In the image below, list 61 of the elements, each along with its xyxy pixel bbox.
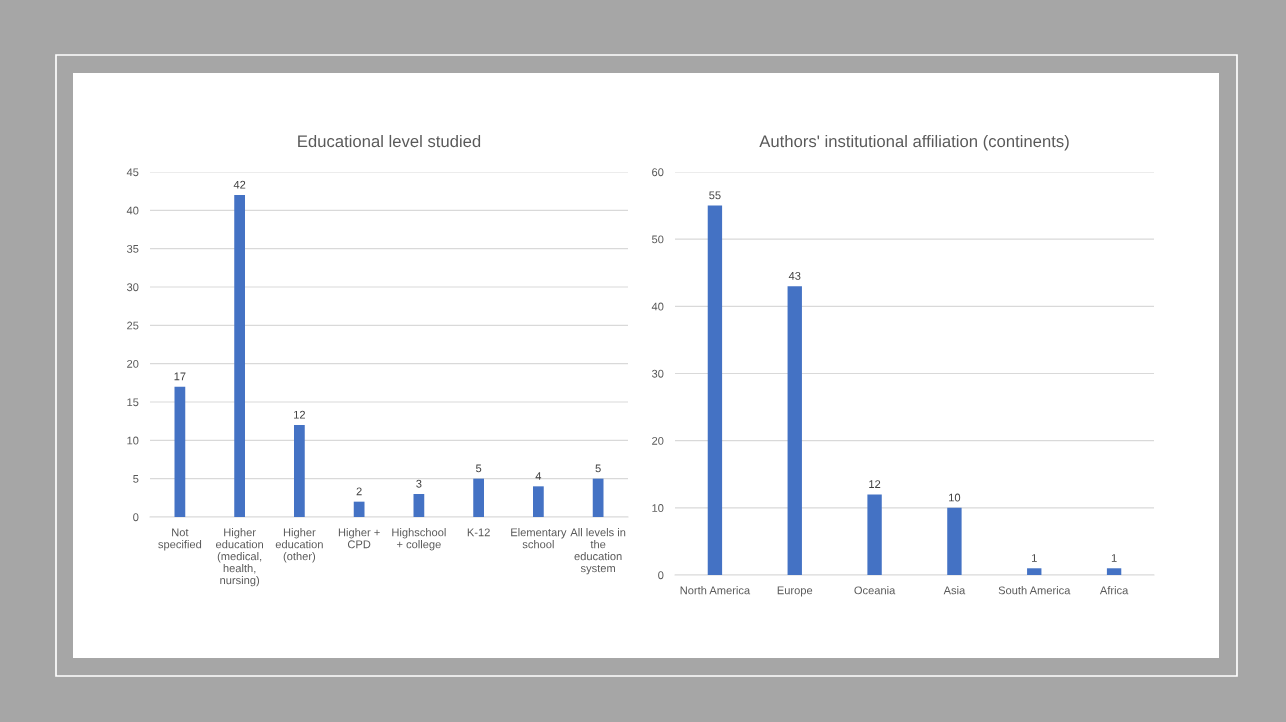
data-label: 17 bbox=[174, 372, 186, 381]
data-label: 55 bbox=[709, 191, 721, 200]
y-tick-label: 40 bbox=[126, 206, 139, 215]
y-tick-label: 25 bbox=[127, 321, 139, 330]
data-label: 1 bbox=[1032, 554, 1037, 562]
x-tick-label: All levels in the education system bbox=[570, 528, 626, 575]
x-tick-label: Higher education (other) bbox=[275, 528, 323, 563]
data-label: 42 bbox=[233, 180, 246, 189]
y-tick-label: 15 bbox=[127, 398, 139, 407]
bar bbox=[707, 205, 723, 575]
data-label: 5 bbox=[475, 464, 482, 473]
bar bbox=[1106, 568, 1122, 575]
bar bbox=[947, 507, 962, 575]
chart-title: Educational level studied bbox=[298, 134, 481, 148]
bar bbox=[867, 494, 882, 575]
x-tick-label: South America bbox=[998, 586, 1071, 595]
x-tick-label: Higher + CPD bbox=[338, 528, 380, 549]
bar bbox=[234, 195, 245, 517]
y-tick-label: 60 bbox=[652, 168, 664, 177]
x-tick-label: K-12 bbox=[467, 528, 490, 537]
bar bbox=[1027, 568, 1042, 575]
y-tick-label: 30 bbox=[126, 283, 139, 292]
data-label: 43 bbox=[788, 271, 801, 280]
data-label: 12 bbox=[869, 480, 881, 488]
y-tick-label: 40 bbox=[651, 302, 664, 311]
data-label: 12 bbox=[294, 410, 305, 419]
x-tick-label: Not specified bbox=[158, 528, 202, 551]
bar bbox=[174, 386, 186, 517]
y-tick-label: 30 bbox=[651, 369, 664, 378]
y-tick-label: 5 bbox=[133, 475, 139, 483]
bar bbox=[294, 425, 305, 517]
y-tick-label: 45 bbox=[126, 168, 139, 177]
y-tick-label: 50 bbox=[651, 235, 664, 244]
y-tick-label: 10 bbox=[652, 504, 664, 512]
data-label: 5 bbox=[595, 464, 601, 473]
data-label: 4 bbox=[535, 472, 542, 480]
x-tick-label: Africa bbox=[1099, 586, 1129, 595]
y-tick-label: 35 bbox=[126, 244, 139, 253]
x-tick-label: Higher education (medical, health, nursing) bbox=[216, 528, 263, 587]
x-tick-label: Asia bbox=[943, 586, 966, 595]
data-label: 2 bbox=[356, 487, 362, 496]
y-tick-label: 20 bbox=[127, 359, 139, 368]
x-tick-label: Highschool + college bbox=[392, 528, 446, 551]
bar bbox=[533, 486, 544, 517]
bar bbox=[413, 494, 425, 517]
data-label: 10 bbox=[949, 493, 961, 502]
x-tick-label: Oceania bbox=[854, 586, 896, 595]
y-tick-label: 0 bbox=[133, 513, 139, 522]
y-tick-label: 20 bbox=[652, 436, 664, 445]
y-tick-label: 0 bbox=[658, 571, 664, 580]
chart-title: Authors' institutional affiliation (continents) bbox=[759, 134, 1069, 151]
data-label: 3 bbox=[416, 479, 422, 488]
x-tick-label: Europe bbox=[777, 586, 813, 597]
bar bbox=[592, 478, 604, 517]
bar bbox=[353, 501, 365, 517]
data-label: 1 bbox=[1111, 554, 1117, 562]
bar bbox=[787, 286, 802, 575]
x-tick-label: North America bbox=[680, 586, 751, 595]
bar bbox=[473, 478, 484, 517]
y-tick-label: 10 bbox=[127, 436, 139, 445]
x-tick-label: Elementary school bbox=[511, 528, 567, 549]
